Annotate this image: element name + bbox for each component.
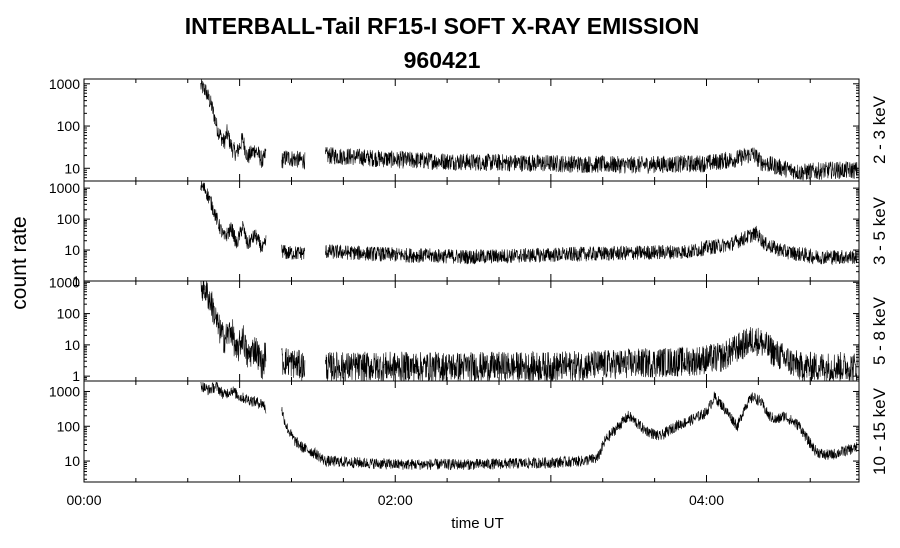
panel-frame — [83, 180, 860, 282]
series-line — [200, 280, 858, 382]
panel-label: 3 - 5 keV — [870, 196, 889, 265]
x-axis-label: time UT — [451, 515, 504, 532]
y-axis-label: count rate — [8, 216, 31, 309]
panel-label: 10 - 15 keV — [870, 387, 889, 475]
x-tick-label: 00:00 — [66, 492, 101, 508]
x-tick-label: 02:00 — [378, 492, 413, 508]
panel-frame — [83, 78, 860, 182]
series-line — [200, 381, 858, 471]
y-tick-label: 1000 — [49, 180, 80, 196]
y-tick-label: 1000 — [49, 274, 80, 290]
y-tick-label: 1000 — [49, 383, 80, 399]
y-tick-label: 100 — [57, 211, 81, 227]
x-tick-label: 04:00 — [689, 492, 724, 508]
chart-subtitle: 960421 — [403, 47, 481, 73]
y-tick-label: 1000 — [49, 76, 80, 92]
chart-title: INTERBALL-Tail RF15-I SOFT X-RAY EMISSIO… — [184, 13, 700, 39]
y-tick-label: 10 — [64, 242, 80, 258]
y-tick-label: 1 — [72, 368, 80, 384]
y-tick-label: 10 — [64, 453, 80, 469]
y-tick-label: 10 — [64, 337, 80, 353]
y-tick-label: 100 — [57, 118, 81, 134]
y-tick-label: 1 — [72, 273, 80, 289]
series-line — [200, 78, 858, 181]
panel-label: 5 - 8 keV — [870, 296, 889, 365]
panel-label: 2 - 3 keV — [870, 95, 889, 164]
series-line — [200, 180, 858, 266]
y-tick-label: 100 — [57, 418, 81, 434]
panel-frame — [83, 380, 860, 483]
y-tick-label: 100 — [57, 306, 81, 322]
y-tick-label: 10 — [64, 160, 80, 176]
